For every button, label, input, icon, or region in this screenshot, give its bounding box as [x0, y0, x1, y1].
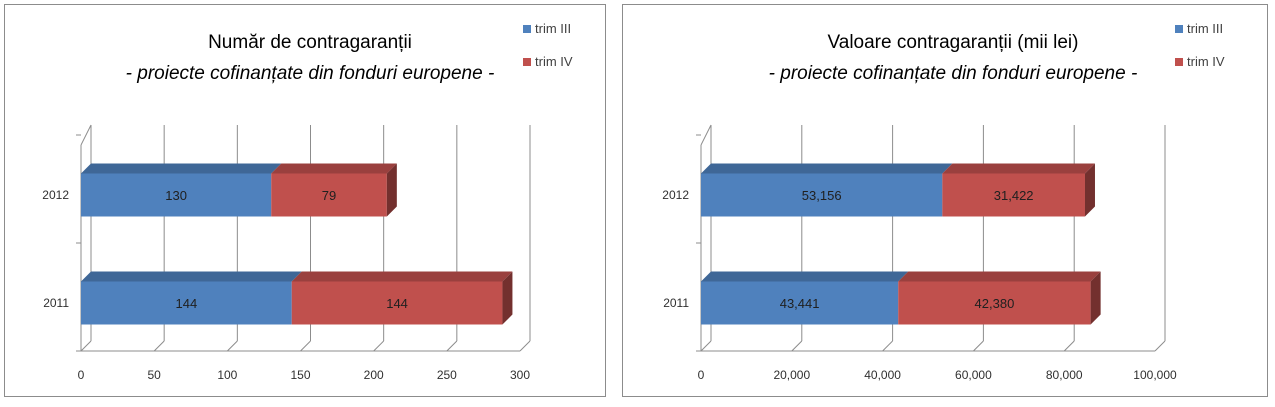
bar [81, 281, 292, 325]
legend-label: trim III [1187, 21, 1223, 36]
x-tick-label: 60,000 [955, 368, 992, 382]
x-tick-label: 200 [364, 368, 384, 382]
x-tick-label: 300 [510, 368, 530, 382]
bar-side-face [386, 163, 397, 217]
y-tick-label: 2012 [662, 188, 689, 202]
x-tick-label: 100,000 [1133, 368, 1177, 382]
bar-segment-trim-iii-2011: 144 [81, 271, 302, 325]
legend-swatch [1175, 25, 1183, 33]
legend-swatch [1175, 58, 1183, 66]
bar-segment-trim-iii-2011: 43,441 [701, 271, 909, 325]
legend-label: trim III [535, 21, 571, 36]
data-label: 79 [322, 188, 336, 203]
bar-segment-trim-iii-2012: 53,156 [701, 163, 953, 217]
bar-top-face [898, 271, 1101, 282]
floor-gridline [80, 340, 92, 352]
floor-gridline [446, 340, 458, 352]
floor-gridline [1154, 340, 1166, 352]
x-tick-label: 20,000 [773, 368, 810, 382]
y-tick-label: 2011 [663, 296, 689, 310]
legend: trim III trim IV [523, 21, 573, 69]
data-label: 43,441 [780, 296, 820, 311]
chart-panel-value: Valoare contragaranții (mii lei) - proie… [622, 4, 1268, 397]
floor-gridline [882, 340, 893, 352]
wall-edge-top [80, 124, 92, 146]
bar-side-face [502, 271, 513, 325]
chart-title: Număr de contragaranții [208, 32, 412, 53]
data-label: 130 [165, 188, 187, 203]
legend-label: trim IV [1187, 54, 1225, 69]
chart-title: Valoare contragaranții (mii lei) [828, 32, 1079, 53]
chart-panel-count: Număr de contragaranții - proiecte cofin… [4, 4, 606, 397]
chart-subtitle: - proiecte cofinanțate din fonduri europ… [126, 63, 495, 84]
bar [701, 281, 899, 325]
chart-subtitle: - proiecte cofinanțate din fonduri europ… [769, 63, 1138, 84]
x-tick-label: 40,000 [864, 368, 901, 382]
legend-label: trim IV [535, 54, 573, 69]
bar-segment-trim-iii-2012: 130 [81, 163, 282, 217]
data-label: 144 [386, 296, 408, 311]
bar-segment-trim-iv-2011: 144 [291, 271, 513, 325]
data-label: 53,156 [802, 188, 842, 203]
floor-gridline [791, 340, 803, 352]
gridlines [80, 125, 531, 352]
y-tick-label: 2011 [43, 296, 69, 310]
data-label: 31,422 [994, 188, 1034, 203]
bar-top-face [942, 163, 1095, 174]
x-tick-label: 0 [78, 368, 85, 382]
bar [701, 173, 943, 217]
bar [942, 173, 1085, 217]
bar [898, 281, 1091, 325]
x-tick-label: 100 [217, 368, 237, 382]
floor-gridline [973, 340, 984, 352]
chart-value: Valoare contragaranții (mii lei) - proie… [662, 21, 1225, 382]
bar-side-face [1084, 163, 1095, 217]
floor-gridline [153, 340, 165, 352]
y-tick-label: 2012 [42, 188, 69, 202]
legend-swatch [523, 58, 531, 66]
floor-gridline [1063, 340, 1075, 352]
bar-top-face [701, 271, 909, 282]
x-tick-label: 250 [437, 368, 457, 382]
data-label: 144 [176, 296, 198, 311]
bar-top-face [81, 271, 302, 282]
bar-segment-trim-iv-2011: 42,380 [898, 271, 1101, 325]
x-tick-label: 80,000 [1046, 368, 1083, 382]
legend: trim III trim IV [1175, 21, 1225, 69]
bar-segment-trim-iv-2012: 31,422 [942, 163, 1095, 217]
floor-gridline [226, 340, 238, 352]
legend-swatch [523, 25, 531, 33]
x-tick-label: 50 [147, 368, 161, 382]
floor-gridline [519, 340, 531, 352]
bar-top-face [701, 163, 953, 174]
bar-top-face [291, 271, 513, 282]
bar [81, 173, 272, 217]
chart-count: Număr de contragaranții - proiecte cofin… [42, 21, 573, 382]
x-tick-label: 0 [698, 368, 705, 382]
floor-gridline [700, 340, 712, 352]
bar-top-face [81, 163, 282, 174]
x-tick-label: 150 [290, 368, 310, 382]
bar [291, 281, 503, 325]
floor-gridline [300, 340, 311, 352]
bar-side-face [1090, 271, 1101, 325]
data-label: 42,380 [975, 296, 1015, 311]
bar [271, 173, 387, 217]
floor-gridline [373, 340, 385, 352]
wall-edge-top [700, 124, 712, 146]
bar-top-face [271, 163, 397, 174]
bar-segment-trim-iv-2012: 79 [271, 163, 397, 217]
